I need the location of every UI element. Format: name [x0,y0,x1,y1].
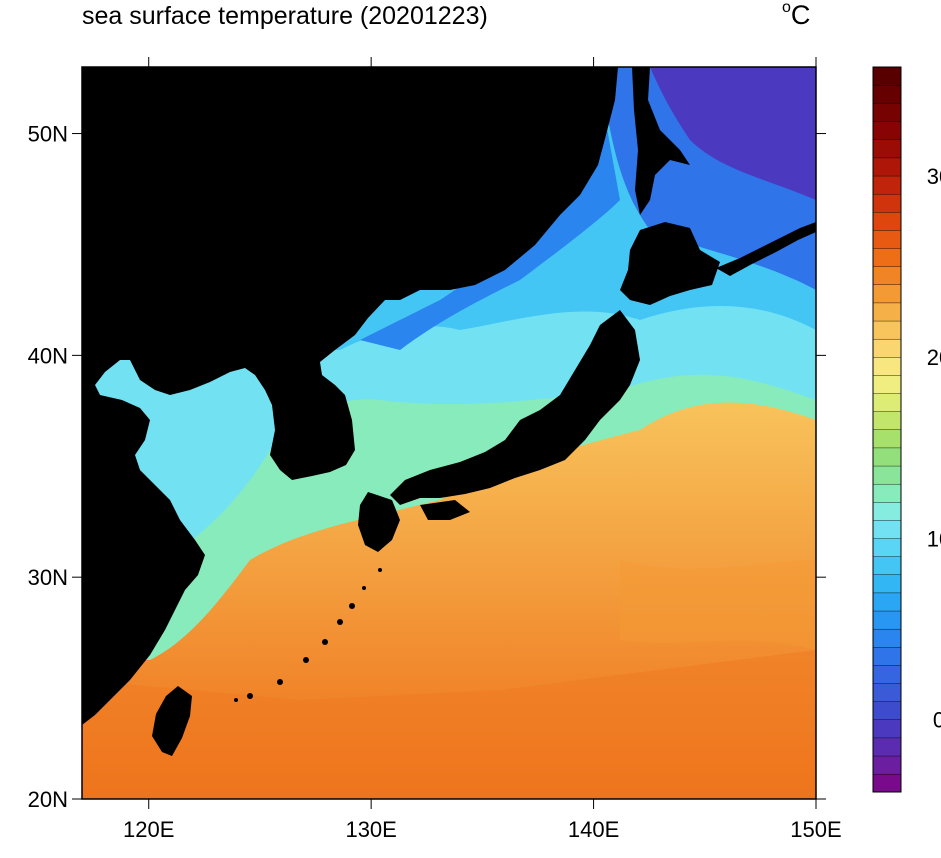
colorbar-segment [872,193,902,213]
colorbar-segment [872,320,902,340]
colorbar-segment [872,229,902,249]
colorbar-segment [872,121,902,140]
lat-tick-label: 20N [28,787,68,812]
colorbar-segment [872,266,902,285]
kuril-islands-land [716,222,816,276]
lon-tick-label: 130E [345,817,396,842]
map-axes: 120E 130E 140E 150E 20N 30N 40N 50N [28,57,842,842]
colorbar-segment [872,447,902,467]
colorbar-label: 10 [927,526,941,551]
colorbar-segment [872,646,902,666]
hokkaido-land [620,222,720,305]
colorbar-segment [872,302,902,322]
map-title: sea surface temperature (20201223) [82,2,488,30]
ocean-tropical-field [82,650,816,799]
lon-tick-label: 120E [123,817,174,842]
colorbar-segment [872,103,902,122]
colorbar-segment [872,175,902,195]
colorbar-label: 0 [933,708,941,733]
colorbar-segment [872,465,902,485]
colorbar: 0 10 20 30 [872,66,941,793]
lon-tick-label: 140E [568,817,619,842]
taiwan-land [152,686,192,756]
colorbar-segment [872,393,902,412]
sakhalin-land [632,67,690,215]
units-label: oC [782,0,810,31]
map-frame [81,66,817,800]
colorbar-segment [872,592,902,612]
asian-continent-land [82,67,618,725]
colorbar-segment [872,284,902,304]
colorbar-segment [872,248,902,267]
colorbar-segment [872,356,902,376]
map-plot-area [82,67,816,799]
colorbar-segment [872,773,902,793]
lat-tick-label: 50N [28,122,68,147]
lon-tick-label: 150E [790,817,841,842]
colorbar-segment [872,737,902,757]
colorbar-segment [872,338,902,358]
kyushu-land [358,492,400,552]
colorbar-segment [872,719,902,739]
ocean-okhotsk-field [650,67,816,200]
colorbar-segment [872,139,902,159]
colorbar-frame [872,66,902,793]
ryukyu-islands-land [234,568,382,702]
colorbar-segment [872,610,902,630]
colorbar-segment [872,66,902,86]
colorbar-segment [872,683,902,702]
colorbar-segment [872,411,902,430]
colorbar-segment [872,374,902,394]
colorbar-segment [872,429,902,449]
honshu-land [390,310,640,505]
units-symbol: C [790,0,811,30]
colorbar-segment [872,664,902,684]
colorbar-segment [872,628,902,648]
ocean-kuroshio-field [620,560,816,650]
degree-symbol: o [782,0,791,16]
colorbar-segment [872,84,902,104]
shikoku-land [420,500,470,520]
colorbar-segment [872,157,902,177]
colorbar-segment [872,755,902,775]
colorbar-label: 20 [927,345,941,370]
colorbar-segment [872,211,902,231]
colorbar-segment [872,556,902,575]
colorbar-segment [872,519,902,539]
colorbar-label: 30 [927,164,941,189]
colorbar-segment [872,701,902,720]
colorbar-segment [872,483,902,503]
lat-tick-label: 30N [28,565,68,590]
colorbar-segment [872,501,902,521]
colorbar-segment [872,538,902,557]
colorbar-segment [872,574,902,594]
lat-tick-label: 40N [28,343,68,368]
